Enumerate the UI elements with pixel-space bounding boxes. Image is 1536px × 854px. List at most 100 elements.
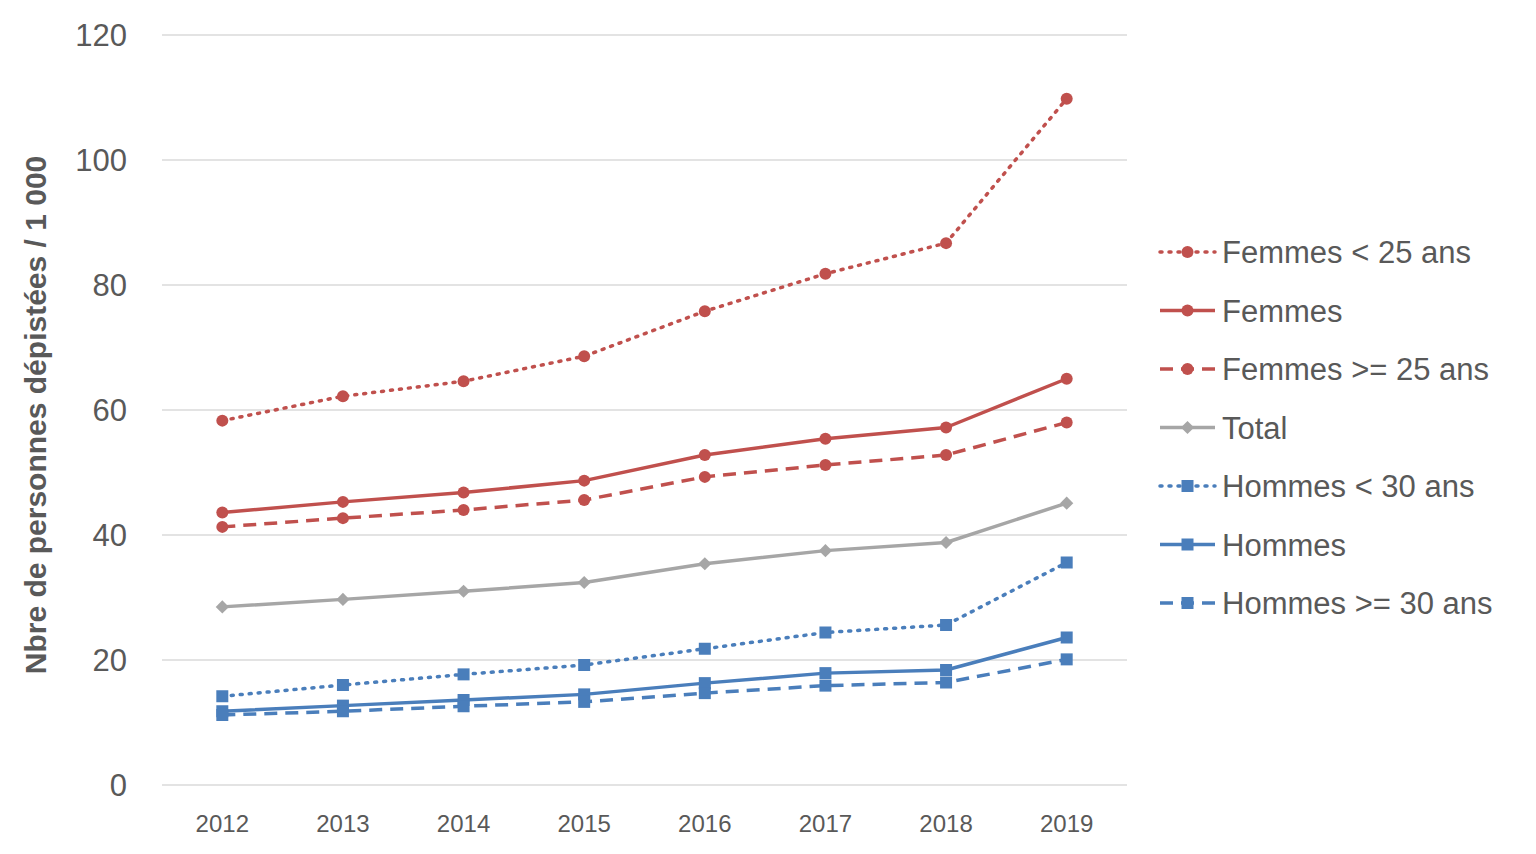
y-tick-label: 80 — [93, 268, 127, 303]
data-point — [458, 375, 470, 387]
data-point — [1060, 497, 1073, 510]
series-line — [222, 503, 1066, 607]
legend-item: Total — [1160, 411, 1287, 446]
legend-item: Femmes < 25 ans — [1160, 235, 1471, 270]
x-tick-label: 2012 — [196, 810, 249, 837]
data-point — [940, 677, 952, 689]
data-point — [337, 496, 349, 508]
data-point — [457, 585, 470, 598]
series-line — [222, 563, 1066, 697]
legend-marker — [1182, 539, 1194, 551]
series-line — [222, 659, 1066, 715]
data-point — [819, 459, 831, 471]
data-point — [939, 536, 952, 549]
legend-item: Femmes — [1160, 294, 1343, 329]
data-point — [819, 667, 831, 679]
grid-line — [162, 784, 1127, 786]
data-point — [699, 643, 711, 655]
data-point — [216, 600, 229, 613]
data-point — [940, 449, 952, 461]
data-point — [337, 679, 349, 691]
chart: 0204060801001202012201320142015201620172… — [0, 0, 1536, 854]
x-tick-label: 2014 — [437, 810, 490, 837]
y-tick-label: 100 — [75, 143, 127, 178]
data-point — [458, 504, 470, 516]
data-point — [337, 512, 349, 524]
data-point — [819, 544, 832, 557]
legend-marker — [1182, 305, 1194, 317]
data-point — [337, 705, 349, 717]
data-point — [699, 471, 711, 483]
legend-marker — [1182, 480, 1194, 492]
plot-area — [216, 93, 1074, 721]
y-tick-label: 40 — [93, 518, 127, 553]
legend-label: Total — [1222, 411, 1287, 446]
data-point — [578, 350, 590, 362]
data-point — [458, 668, 470, 680]
data-point — [1061, 93, 1073, 105]
x-tick-label: 2013 — [316, 810, 369, 837]
data-point — [458, 487, 470, 499]
data-point — [819, 680, 831, 692]
series-line — [222, 423, 1066, 527]
data-point — [819, 268, 831, 280]
data-point — [698, 557, 711, 570]
data-point — [940, 237, 952, 249]
data-point — [699, 449, 711, 461]
data-point — [337, 390, 349, 402]
data-point — [819, 627, 831, 639]
x-tick-label: 2019 — [1040, 810, 1093, 837]
grid-line — [162, 534, 1127, 536]
grid-line — [162, 34, 1127, 36]
data-point — [578, 576, 591, 589]
data-point — [819, 433, 831, 445]
series — [216, 417, 1072, 533]
legend-label: Hommes >= 30 ans — [1222, 586, 1493, 621]
data-point — [336, 593, 349, 606]
data-point — [1061, 373, 1073, 385]
data-point — [578, 696, 590, 708]
legend-marker — [1182, 246, 1194, 258]
y-tick-label: 0 — [110, 768, 127, 803]
legend-item: Hommes — [1160, 528, 1346, 563]
data-point — [216, 507, 228, 519]
legend-label: Hommes < 30 ans — [1222, 469, 1474, 504]
data-point — [578, 494, 590, 506]
data-point — [458, 700, 470, 712]
grid-line — [162, 159, 1127, 161]
data-point — [216, 690, 228, 702]
data-point — [1061, 417, 1073, 429]
data-point — [216, 709, 228, 721]
legend-label: Femmes — [1222, 294, 1343, 329]
data-point — [1061, 632, 1073, 644]
legend: Femmes < 25 ans Femmes Femmes >= 25 ans Tot… — [1160, 235, 1493, 621]
data-point — [940, 619, 952, 631]
legend-label: Femmes >= 25 ans — [1222, 352, 1489, 387]
data-point — [1061, 557, 1073, 569]
y-tick-label: 60 — [93, 393, 127, 428]
grid-line — [162, 409, 1127, 411]
y-tick-label: 20 — [93, 643, 127, 678]
x-tick-label: 2018 — [919, 810, 972, 837]
legend-label: Hommes — [1222, 528, 1346, 563]
legend-marker — [1181, 421, 1194, 434]
legend-item: Hommes >= 30 ans — [1160, 586, 1493, 621]
legend-item: Femmes >= 25 ans — [1160, 352, 1489, 387]
data-point — [940, 422, 952, 434]
legend-marker — [1182, 597, 1194, 609]
grid-line — [162, 284, 1127, 286]
data-point — [216, 415, 228, 427]
series — [216, 373, 1072, 519]
legend-item: Hommes < 30 ans — [1160, 469, 1474, 504]
data-point — [578, 659, 590, 671]
data-point — [216, 521, 228, 533]
x-tick-label: 2016 — [678, 810, 731, 837]
series — [216, 632, 1072, 718]
series-line — [222, 99, 1066, 421]
y-axis-label: Nbre de personnes dépistées / 1 000 — [19, 156, 52, 675]
data-point — [578, 475, 590, 487]
x-tick-label: 2017 — [799, 810, 852, 837]
series — [216, 557, 1072, 703]
series — [216, 93, 1072, 427]
series — [216, 497, 1074, 614]
